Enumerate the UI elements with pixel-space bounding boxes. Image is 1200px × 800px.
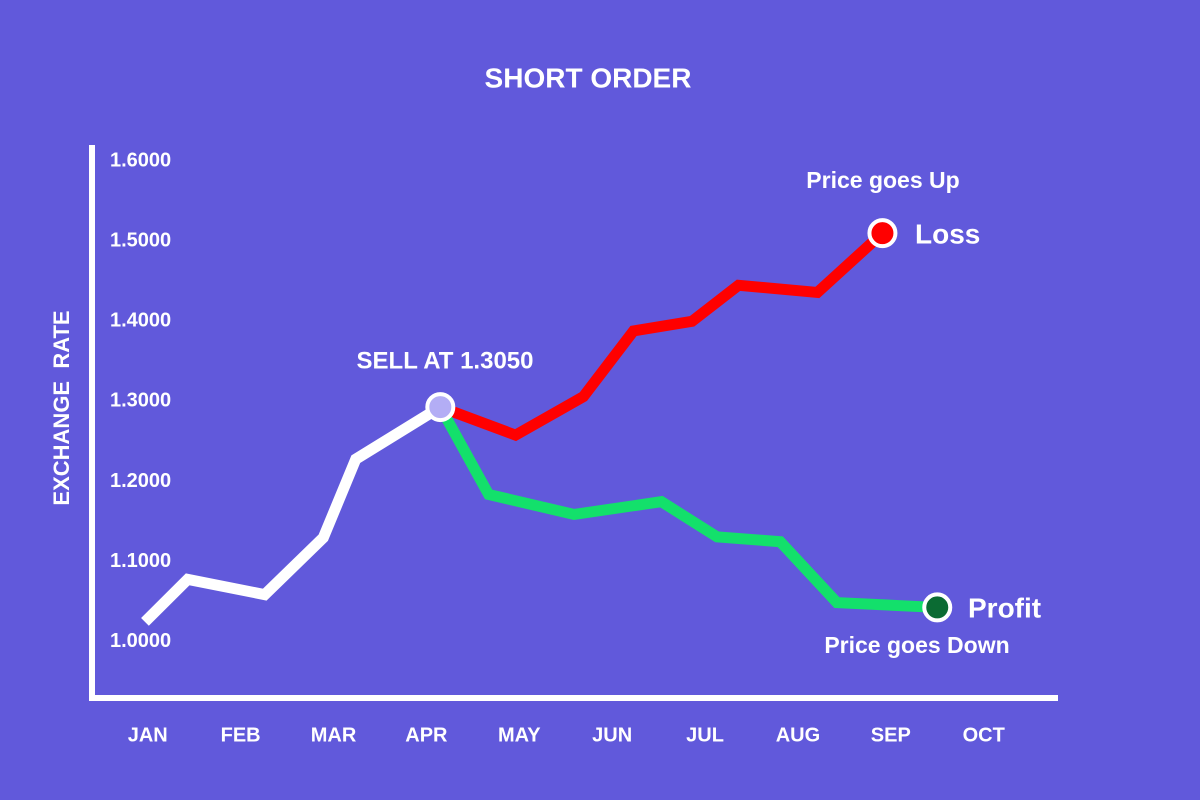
y-tick-label: 1.5000 — [110, 229, 171, 251]
y-tick-label: 1.1000 — [110, 550, 171, 572]
x-tick-label: AUG — [776, 724, 820, 746]
end-marker — [922, 592, 953, 623]
y-tick-label: 1.4000 — [110, 310, 171, 332]
down-annotation: Price goes Down — [824, 632, 1009, 658]
up-annotation: Price goes Up — [806, 167, 959, 193]
series-line — [141, 402, 444, 626]
x-tick-label: JUL — [686, 724, 724, 746]
x-tick-label: APR — [405, 724, 448, 746]
x-tick-label: JAN — [128, 724, 168, 746]
chart-title: SHORT ORDER — [485, 62, 692, 93]
series-line — [438, 229, 887, 442]
y-tick-label: 1.0000 — [110, 630, 171, 652]
x-tick-label: MAY — [498, 724, 541, 746]
x-tick-label: JUN — [592, 724, 632, 746]
x-tick-label: OCT — [963, 724, 1005, 746]
y-axis-label: EXCHANGE RATE — [49, 310, 74, 505]
end-marker — [867, 218, 898, 249]
end-marker — [425, 392, 456, 423]
x-tick-label: MAR — [311, 724, 357, 746]
sell-annotation: SELL AT 1.3050 — [357, 347, 534, 374]
x-tick-label: SEP — [871, 724, 911, 746]
y-tick-label: 1.6000 — [110, 149, 171, 171]
y-tick-label: 1.3000 — [110, 390, 171, 412]
series-line — [435, 404, 938, 613]
loss-annotation: Loss — [915, 218, 980, 249]
profit-annotation: Profit — [968, 592, 1041, 623]
x-tick-label: FEB — [221, 724, 261, 746]
y-tick-label: 1.2000 — [110, 470, 171, 492]
